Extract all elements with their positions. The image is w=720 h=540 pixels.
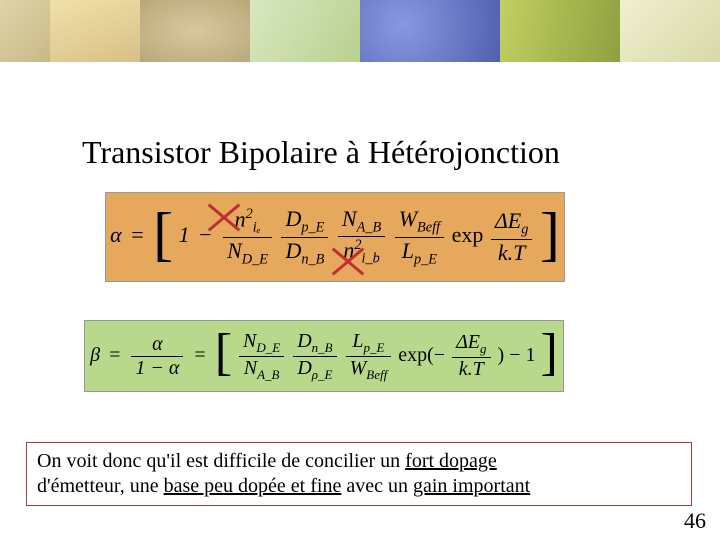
- banner-strip: [500, 0, 620, 62]
- banner-strip: [250, 0, 360, 62]
- top-banner: [0, 0, 720, 62]
- note-text: avec un: [341, 475, 413, 497]
- equation-beta-box: β = α 1 − α = [ ND_E NA_B Dn_B Dρ_E Lp_E…: [84, 320, 564, 392]
- banner-strip: [0, 0, 50, 62]
- note-text: On voit donc qu'il est difficile de conc…: [37, 450, 405, 472]
- equation-alpha: α = [ 1 − n2iₑ ND_E Dp_E Dn_B NA_B n2i_b…: [110, 206, 560, 268]
- banner-strip: [620, 0, 720, 62]
- note-text: d'émetteur, une: [37, 475, 164, 497]
- banner-strip: [360, 0, 500, 62]
- banner-strip: [140, 0, 250, 62]
- equation-alpha-box: α = [ 1 − n2iₑ ND_E Dp_E Dn_B NA_B n2i_b…: [105, 192, 565, 282]
- note-underline: gain important: [413, 475, 530, 497]
- page-number: 46: [684, 508, 706, 534]
- banner-strip: [50, 0, 140, 62]
- note-underline: base peu dopée et fine: [164, 475, 342, 497]
- slide-title: Transistor Bipolaire à Hétérojonction: [82, 134, 560, 171]
- note-underline: fort dopage: [405, 450, 497, 472]
- conclusion-note: On voit donc qu'il est difficile de conc…: [26, 442, 692, 506]
- equation-beta: β = α 1 − α = [ ND_E NA_B Dn_B Dρ_E Lp_E…: [90, 330, 558, 383]
